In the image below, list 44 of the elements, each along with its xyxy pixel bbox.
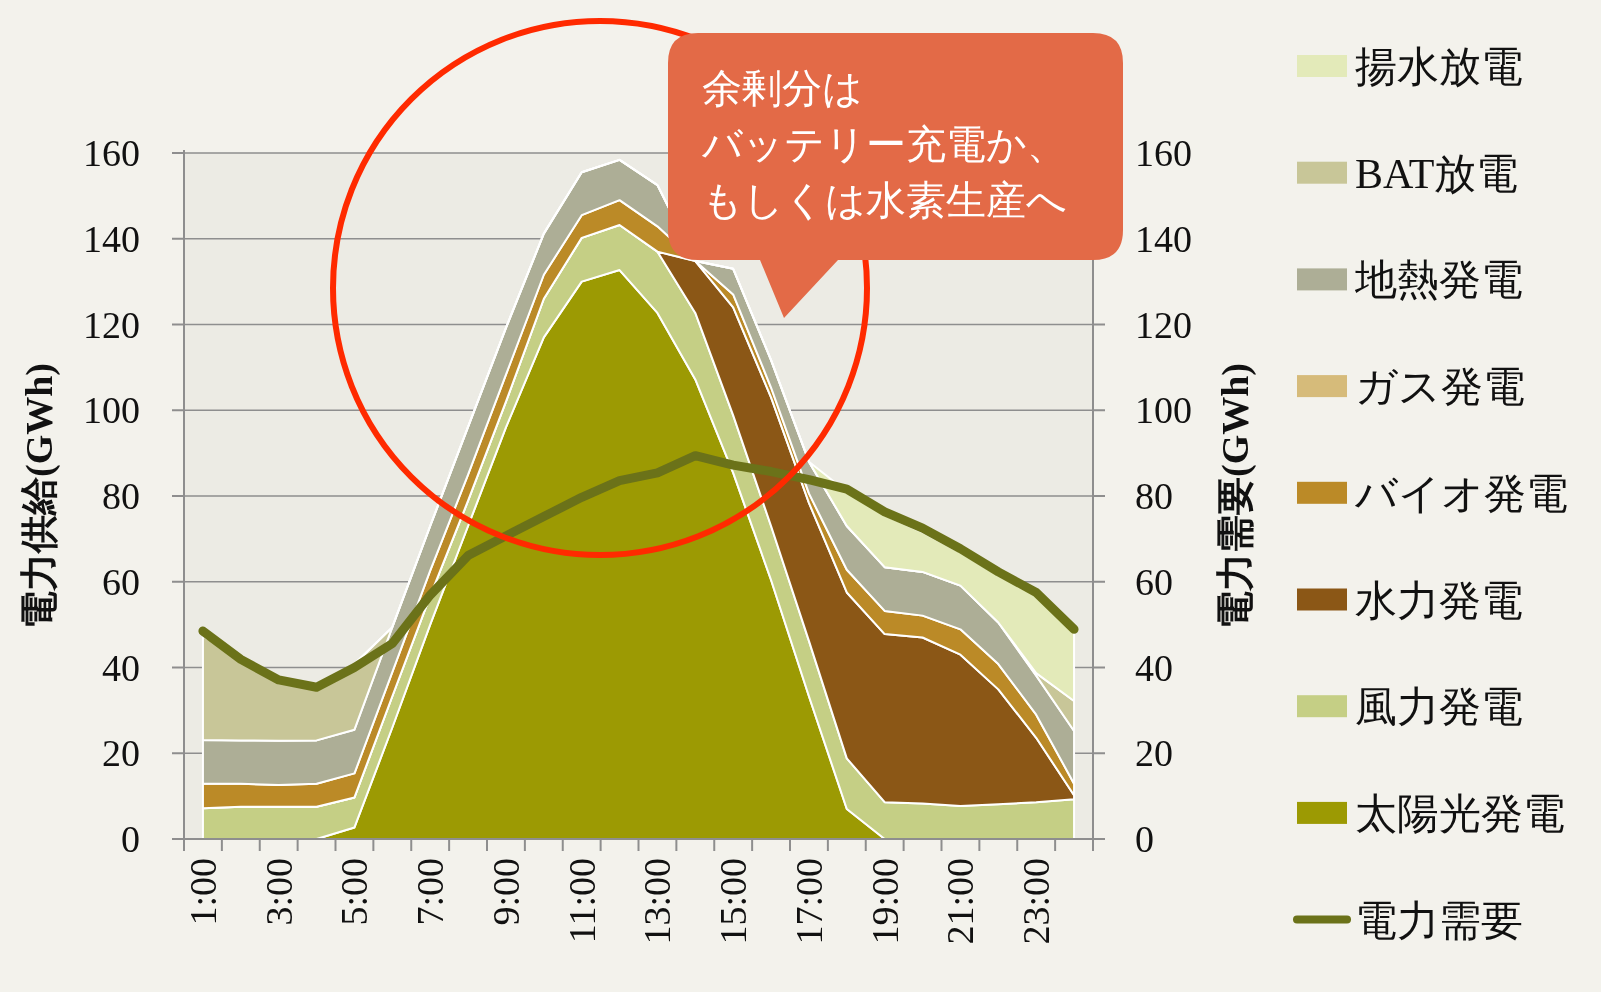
x-tick-label: 1:00 (181, 858, 224, 926)
y-tick-label: 0 (121, 818, 140, 860)
x-tick-label: 13:00 (636, 858, 679, 945)
y2-tick-label: 0 (1135, 818, 1154, 860)
y-tick-label: 60 (102, 560, 140, 603)
y-tick-label: 40 (102, 646, 140, 689)
text: 余剰分は (702, 65, 863, 111)
y2-tick-label: 20 (1135, 732, 1173, 775)
x-tick-label: 3:00 (257, 858, 300, 926)
y-tick-label: 140 (83, 217, 140, 260)
legend-label: 水力発電 (1355, 577, 1523, 624)
y2-tick-label: 140 (1135, 217, 1192, 260)
y2-tick-label: 120 (1135, 303, 1192, 346)
x-tick-label: 19:00 (863, 858, 906, 945)
legend-label: 電力需要 (1355, 897, 1523, 944)
y2-axis-title: 電力需要(GWh) (1214, 363, 1257, 629)
y-tick-label: 120 (83, 303, 140, 346)
x-tick-label: 5:00 (333, 858, 376, 926)
x-tick-label: 15:00 (712, 858, 755, 945)
legend-label: 風力発電 (1355, 684, 1523, 731)
x-tick-label: 11:00 (560, 858, 603, 944)
y-tick-label: 20 (102, 732, 140, 775)
x-tick-label: 7:00 (409, 858, 452, 926)
x-tick-label: 23:00 (1015, 858, 1058, 945)
y2-tick-label: 40 (1135, 646, 1173, 689)
legend-label: バイオ発電 (1354, 470, 1568, 517)
legend-label: 揚水放電 (1355, 44, 1523, 90)
y2-tick-label: 80 (1135, 475, 1173, 517)
x-tick-label: 21:00 (939, 858, 982, 945)
legend-label: 地熱発電 (1354, 257, 1523, 304)
legend-label: 太陽光発電 (1355, 790, 1565, 837)
legend-label: BAT放電 (1355, 150, 1519, 197)
y-tick-label: 160 (83, 132, 140, 174)
y-axis-title: 電力供給(GWh) (18, 363, 61, 629)
x-tick-label: 17:00 (787, 858, 830, 945)
y-tick-label: 80 (102, 475, 140, 517)
annotation: バッテリー充電か、 (701, 121, 1067, 167)
y2-tick-label: 160 (1135, 132, 1192, 174)
x-tick-label: 9:00 (484, 858, 527, 926)
y-tick-label: 100 (83, 389, 140, 432)
y2-tick-label: 60 (1135, 560, 1173, 603)
legend-label: ガス発電 (1355, 364, 1525, 411)
y2-tick-label: 100 (1135, 389, 1192, 432)
annotation: もしくは水素生産へ (702, 177, 1067, 223)
